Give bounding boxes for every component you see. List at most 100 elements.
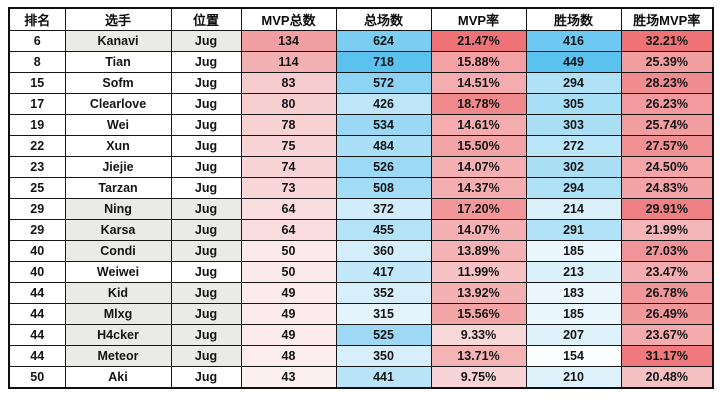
column-header-rank: 排名 xyxy=(8,7,66,31)
cell-rank: 44 xyxy=(8,282,66,304)
table-row: 6 Kanavi Jug 134 624 21.47% 416 32.21% xyxy=(8,30,714,52)
cell-mvp_total: 114 xyxy=(240,51,337,73)
table-row: 8 Tian Jug 114 718 15.88% 449 25.39% xyxy=(8,51,714,73)
table-row: 44 Meteor Jug 48 350 13.71% 154 31.17% xyxy=(8,345,714,367)
cell-win_mvp_rate: 24.83% xyxy=(620,177,714,199)
table-row: 40 Weiwei Jug 50 417 11.99% 213 23.47% xyxy=(8,261,714,283)
cell-wins: 416 xyxy=(525,30,622,52)
cell-wins: 214 xyxy=(525,198,622,220)
cell-mvp_rate: 14.07% xyxy=(430,219,527,241)
cell-win_mvp_rate: 24.50% xyxy=(620,156,714,178)
cell-player: Mlxg xyxy=(64,303,172,325)
cell-position: Jug xyxy=(170,303,242,325)
table-row: 19 Wei Jug 78 534 14.61% 303 25.74% xyxy=(8,114,714,136)
cell-rank: 44 xyxy=(8,345,66,367)
cell-games_total: 624 xyxy=(335,30,432,52)
cell-position: Jug xyxy=(170,261,242,283)
cell-mvp_rate: 15.88% xyxy=(430,51,527,73)
spreadsheet-sheet: 排名 选手 位置 MVP总数 总场数 MVP率 胜场数 胜场MVP率 6 Kanavi Jug 13… xyxy=(8,7,714,389)
table-row: 29 Karsa Jug 64 455 14.07% 291 21.99% xyxy=(8,219,714,241)
cell-mvp_total: 134 xyxy=(240,30,337,52)
cell-games_total: 315 xyxy=(335,303,432,325)
cell-games_total: 352 xyxy=(335,282,432,304)
cell-position: Jug xyxy=(170,240,242,262)
cell-win_mvp_rate: 21.99% xyxy=(620,219,714,241)
cell-mvp_rate: 13.89% xyxy=(430,240,527,262)
cell-mvp_total: 50 xyxy=(240,240,337,262)
cell-position: Jug xyxy=(170,114,242,136)
cell-win_mvp_rate: 26.49% xyxy=(620,303,714,325)
cell-games_total: 426 xyxy=(335,93,432,115)
cell-player: Ning xyxy=(64,198,172,220)
cell-mvp_rate: 14.37% xyxy=(430,177,527,199)
cell-mvp_rate: 15.50% xyxy=(430,135,527,157)
cell-wins: 302 xyxy=(525,156,622,178)
cell-wins: 183 xyxy=(525,282,622,304)
table-row: 44 H4cker Jug 49 525 9.33% 207 23.67% xyxy=(8,324,714,346)
cell-mvp_rate: 13.71% xyxy=(430,345,527,367)
cell-position: Jug xyxy=(170,30,242,52)
cell-win_mvp_rate: 27.03% xyxy=(620,240,714,262)
cell-rank: 29 xyxy=(8,219,66,241)
table-row: 25 Tarzan Jug 73 508 14.37% 294 24.83% xyxy=(8,177,714,199)
cell-rank: 44 xyxy=(8,324,66,346)
cell-win_mvp_rate: 28.23% xyxy=(620,72,714,94)
cell-wins: 207 xyxy=(525,324,622,346)
cell-wins: 272 xyxy=(525,135,622,157)
cell-games_total: 455 xyxy=(335,219,432,241)
cell-games_total: 350 xyxy=(335,345,432,367)
cell-win_mvp_rate: 32.21% xyxy=(620,30,714,52)
cell-rank: 44 xyxy=(8,303,66,325)
cell-win_mvp_rate: 20.48% xyxy=(620,366,714,389)
cell-rank: 50 xyxy=(8,366,66,389)
cell-wins: 291 xyxy=(525,219,622,241)
cell-games_total: 526 xyxy=(335,156,432,178)
cell-mvp_total: 78 xyxy=(240,114,337,136)
cell-mvp_rate: 15.56% xyxy=(430,303,527,325)
cell-player: Sofm xyxy=(64,72,172,94)
cell-mvp_total: 43 xyxy=(240,366,337,389)
cell-player: Wei xyxy=(64,114,172,136)
cell-position: Jug xyxy=(170,51,242,73)
table-row: 23 Jiejie Jug 74 526 14.07% 302 24.50% xyxy=(8,156,714,178)
cell-rank: 8 xyxy=(8,51,66,73)
cell-wins: 294 xyxy=(525,177,622,199)
cell-position: Jug xyxy=(170,177,242,199)
cell-win_mvp_rate: 23.47% xyxy=(620,261,714,283)
column-header-win_mvp_rate: 胜场MVP率 xyxy=(620,7,714,31)
cell-player: Meteor xyxy=(64,345,172,367)
cell-mvp_total: 49 xyxy=(240,303,337,325)
cell-win_mvp_rate: 26.23% xyxy=(620,93,714,115)
cell-mvp_total: 50 xyxy=(240,261,337,283)
cell-mvp_rate: 14.07% xyxy=(430,156,527,178)
cell-mvp_rate: 9.75% xyxy=(430,366,527,389)
cell-win_mvp_rate: 27.57% xyxy=(620,135,714,157)
cell-player: Jiejie xyxy=(64,156,172,178)
column-header-games_total: 总场数 xyxy=(335,7,432,31)
cell-rank: 25 xyxy=(8,177,66,199)
cell-player: Tarzan xyxy=(64,177,172,199)
cell-mvp_total: 75 xyxy=(240,135,337,157)
cell-games_total: 508 xyxy=(335,177,432,199)
cell-win_mvp_rate: 25.39% xyxy=(620,51,714,73)
cell-wins: 303 xyxy=(525,114,622,136)
mvp-stats-table: 排名 选手 位置 MVP总数 总场数 MVP率 胜场数 胜场MVP率 6 Kanavi Jug 13… xyxy=(8,7,714,389)
cell-mvp_rate: 9.33% xyxy=(430,324,527,346)
cell-player: Aki xyxy=(64,366,172,389)
table-row: 44 Mlxg Jug 49 315 15.56% 185 26.49% xyxy=(8,303,714,325)
cell-position: Jug xyxy=(170,219,242,241)
cell-mvp_rate: 13.92% xyxy=(430,282,527,304)
cell-rank: 15 xyxy=(8,72,66,94)
cell-wins: 305 xyxy=(525,93,622,115)
cell-mvp_rate: 21.47% xyxy=(430,30,527,52)
cell-mvp_total: 49 xyxy=(240,282,337,304)
cell-rank: 17 xyxy=(8,93,66,115)
column-header-mvp_total: MVP总数 xyxy=(240,7,337,31)
cell-wins: 449 xyxy=(525,51,622,73)
cell-position: Jug xyxy=(170,345,242,367)
cell-mvp_total: 64 xyxy=(240,219,337,241)
cell-player: Kanavi xyxy=(64,30,172,52)
cell-win_mvp_rate: 23.67% xyxy=(620,324,714,346)
cell-games_total: 360 xyxy=(335,240,432,262)
cell-mvp_total: 48 xyxy=(240,345,337,367)
